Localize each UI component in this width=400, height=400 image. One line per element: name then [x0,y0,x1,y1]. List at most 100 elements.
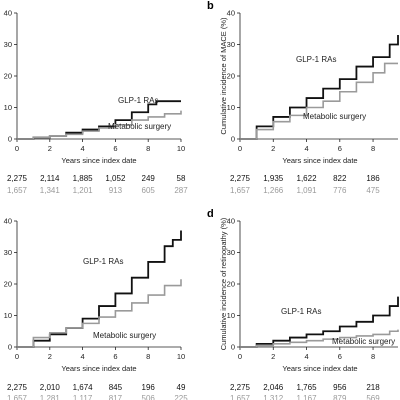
glp1-curve [17,100,181,140]
x-tick-label: 8 [371,144,375,153]
risk-surgery-value: 1,201 [73,186,94,195]
x-tick-label: 4 [81,144,85,153]
x-tick-label: 10 [177,144,185,153]
risk-surgery-value: 506 [142,394,156,400]
risk-surgery-value: 1,657 [230,394,251,400]
x-tick-label: 8 [146,352,150,361]
x-tick-label: 8 [146,144,150,153]
y-tick-label: 20 [227,72,235,81]
risk-glp1-value: 2,275 [230,383,251,392]
y-axis-label: Cumulative incidence of MACE (%) [219,17,228,135]
risk-glp1-value: 1,885 [73,174,94,183]
risk-surgery-value: 1,091 [297,186,318,195]
y-tick-label: 40 [4,217,12,226]
risk-surgery-value: 287 [174,186,188,195]
x-tick-label: 10 [177,352,185,361]
risk-glp1-value: 249 [142,174,156,183]
risk-glp1-value: 2,114 [40,174,60,183]
x-tick-label: 4 [304,352,308,361]
x-tick-label: 0 [15,352,19,361]
surgery-curve [240,329,399,348]
x-axis-label: Years since index date [61,364,136,373]
surgery-curve [17,279,182,348]
risk-glp1-value: 1,052 [105,174,126,183]
x-tick-label: 6 [338,352,342,361]
risk-surgery-value: 605 [142,186,156,195]
glp1-annotation: GLP-1 RAs [83,257,123,266]
y-axis-label: Cumulative incidence of retinopathy (%) [219,217,228,350]
risk-surgery-value: 1,341 [40,186,61,195]
x-tick-label: 0 [238,352,242,361]
surgery-annotation: Metabolic surgery [93,331,156,340]
risk-glp1-value: 1,622 [297,174,318,183]
x-axis-label: Years since index date [282,156,357,165]
risk-surgery-value: 1,167 [297,394,318,400]
y-tick-label: 20 [4,280,12,289]
y-tick-label: 30 [4,40,12,49]
x-tick-label: 8 [371,352,375,361]
y-tick-label: 30 [227,40,235,49]
y-tick-label: 40 [227,217,235,226]
x-tick-label: 6 [113,144,117,153]
x-tick-label: 2 [271,144,275,153]
risk-glp1-value: 956 [333,383,347,392]
x-tick-label: 4 [81,352,85,361]
x-tick-label: 0 [15,144,19,153]
y-tick-label: 0 [231,343,235,352]
risk-surgery-value: 1,281 [40,394,61,400]
risk-surgery-value: 225 [174,394,188,400]
risk-surgery-value: 1,312 [263,394,284,400]
risk-glp1-value: 822 [333,174,347,183]
x-tick-label: 2 [48,144,52,153]
x-tick-label: 4 [304,144,308,153]
surgery-annotation: Metabolic surgery [303,112,366,121]
surgery-annotation: Metabolic surgery [108,122,171,131]
risk-surgery-value: 1,657 [7,394,28,400]
y-tick-label: 0 [8,135,12,144]
risk-surgery-value: 776 [333,186,347,195]
risk-glp1-value: 49 [177,383,186,392]
risk-surgery-value: 569 [366,394,380,400]
risk-glp1-value: 1,765 [297,383,318,392]
panel-label: b [207,0,214,12]
risk-surgery-value: 913 [109,186,123,195]
risk-surgery-value: 1,657 [7,186,28,195]
risk-glp1-value: 196 [142,383,156,392]
surgery-annotation: Metabolic surgery [332,337,395,346]
panel-label: d [207,208,214,220]
y-tick-label: 0 [231,135,235,144]
y-tick-label: 10 [4,311,12,320]
glp1-curve [17,230,182,348]
x-tick-label: 2 [48,352,52,361]
glp1-annotation: GLP-1 RAs [281,307,321,316]
risk-surgery-value: 817 [109,394,123,400]
surgery-curve [17,110,182,140]
y-tick-label: 20 [4,72,12,81]
risk-surgery-value: 1,266 [263,186,284,195]
x-axis-label: Years since index date [282,364,357,373]
x-tick-label: 0 [238,144,242,153]
risk-glp1-value: 2,275 [7,174,28,183]
y-tick-label: 40 [4,9,12,18]
y-tick-label: 30 [227,248,235,257]
risk-glp1-value: 2,275 [230,174,251,183]
risk-glp1-value: 58 [177,174,186,183]
risk-glp1-value: 2,275 [7,383,28,392]
risk-glp1-value: 1,674 [73,383,94,392]
y-tick-label: 20 [227,280,235,289]
y-tick-label: 0 [8,343,12,352]
risk-surgery-value: 475 [366,186,380,195]
risk-glp1-value: 2,010 [40,383,61,392]
glp1-annotation: GLP-1 RAs [296,55,336,64]
x-tick-label: 6 [113,352,117,361]
y-tick-label: 40 [227,9,235,18]
y-tick-label: 10 [227,311,235,320]
x-tick-label: 2 [271,352,275,361]
glp1-curve [240,296,399,348]
y-tick-label: 10 [4,103,12,112]
risk-surgery-value: 879 [333,394,347,400]
y-tick-label: 10 [227,103,235,112]
risk-surgery-value: 1,117 [73,394,93,400]
glp1-curve [240,35,399,140]
